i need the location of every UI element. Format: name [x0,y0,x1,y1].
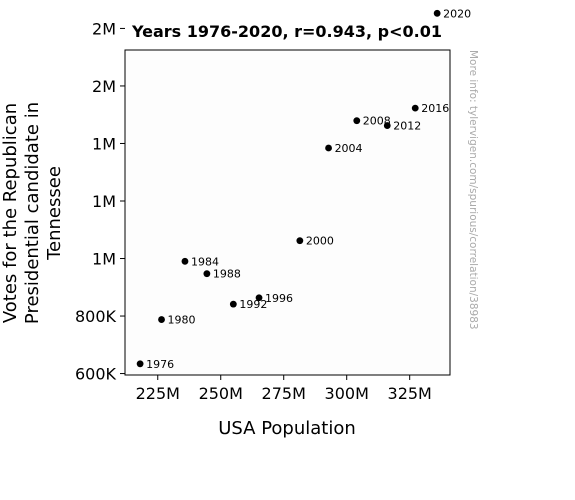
data-point-label: 2000 [306,235,334,248]
x-tick-label: 250M [199,384,243,403]
y-axis-label-line-1: Votes for the Republican [0,103,21,323]
y-tick-label: 1M [92,134,116,153]
data-point-label: 2020 [443,7,471,20]
data-point [433,9,441,17]
data-point [411,104,419,112]
data-point [181,257,189,265]
data-point-label: 2012 [393,120,421,133]
data-point [158,316,165,323]
data-point [353,117,361,125]
data-point [325,144,332,152]
chart-title: Years 1976-2020, r=0.943, p<0.01 [131,22,442,41]
y-tick-label: 2M [92,19,116,38]
data-point [255,294,263,302]
y-tick-label: 2M [92,77,116,96]
y-axis-label-line-2: Presidential candidate in [22,102,43,324]
data-point-label: 1980 [168,314,196,327]
data-point-label: 2004 [335,142,363,155]
x-axis-ticks: 225M 250M 275M 300M 325M [136,375,432,403]
y-axis-ticks: 600K 800K 1M 1M 1M 2M 2M [75,19,125,384]
data-point-label: 2008 [363,115,391,128]
plot-area [124,49,451,376]
y-tick-label: 600K [75,365,117,384]
y-tick-label: 1M [92,250,116,269]
x-axis-label: USA Population [218,418,356,439]
data-point [296,237,304,245]
data-point-label: 1976 [146,358,174,371]
data-point-label: 1996 [265,292,293,305]
x-tick-label: 275M [262,384,306,403]
x-tick-label: 325M [388,384,432,403]
data-point [383,122,391,129]
x-tick-label: 300M [325,384,369,403]
data-point [136,360,144,368]
data-point-label: 1984 [191,255,219,268]
y-axis-label: Votes for the Republican Presidential ca… [0,102,65,324]
y-axis-label-line-3: Tennessee [44,166,65,261]
y-tick-label: 1M [92,192,116,211]
data-point-label: 2016 [421,102,449,115]
data-point-label: 1992 [239,298,267,311]
y-tick-label: 800K [75,307,117,326]
data-point [229,300,237,308]
x-tick-label: 225M [136,384,180,403]
data-point-label: 1988 [213,268,241,281]
watermark: More info: tylervigen.com/spurious/corre… [467,50,479,330]
data-point [203,270,211,278]
